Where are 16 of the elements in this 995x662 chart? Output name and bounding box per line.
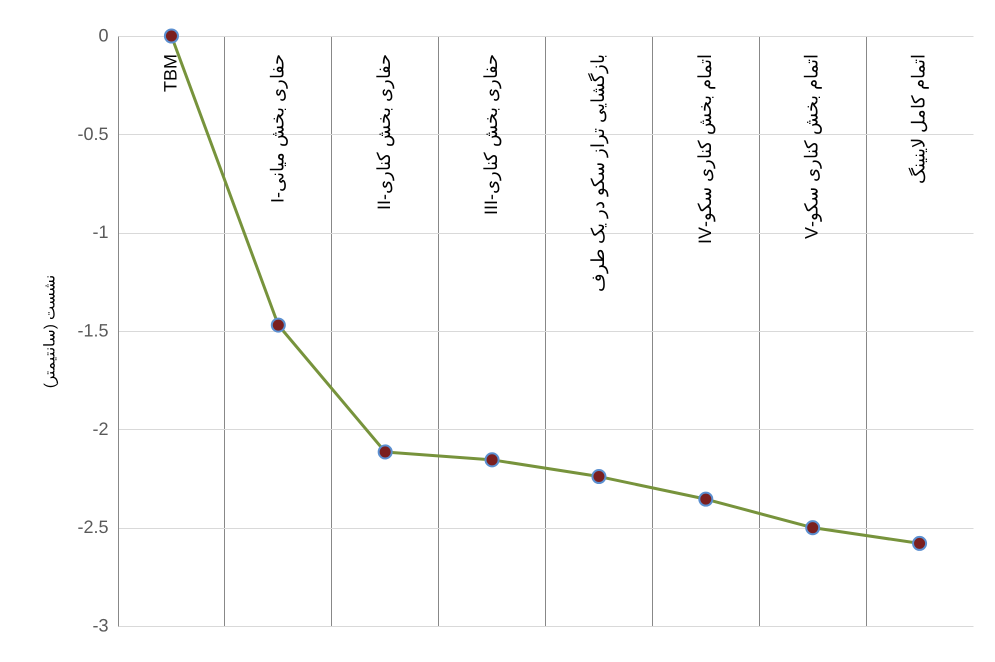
x-tick-label: اتمام کامل لاینینگ [908, 54, 930, 184]
x-tick-label: حفاری بخش کناری-II [374, 54, 396, 210]
x-tick-label: حفاری بخش کناری-III [481, 54, 502, 216]
x-tick-label: حفاری بخش میانی-I [267, 54, 288, 204]
x-tick-label: بازگشایی تراز سکو در یک طرف [586, 54, 609, 292]
y-axis-title: نشست (سانتیمتر) [41, 274, 58, 388]
y-tick-label: 0 [98, 26, 108, 46]
x-tick-label: اتمام بخش کناری سکو-V [802, 54, 823, 240]
y-tick-label: -0.5 [77, 124, 108, 144]
x-tick-label: اتمام بخش کناری سکو-IV [694, 54, 716, 244]
y-tick-label: -2 [92, 418, 108, 439]
y-tick-label: -1.5 [77, 320, 108, 340]
y-tick-label: -1 [92, 222, 108, 242]
y-tick-label: -3 [92, 616, 108, 636]
x-tick-label: TBM [160, 54, 180, 92]
y-tick-label: -2.5 [77, 517, 108, 538]
